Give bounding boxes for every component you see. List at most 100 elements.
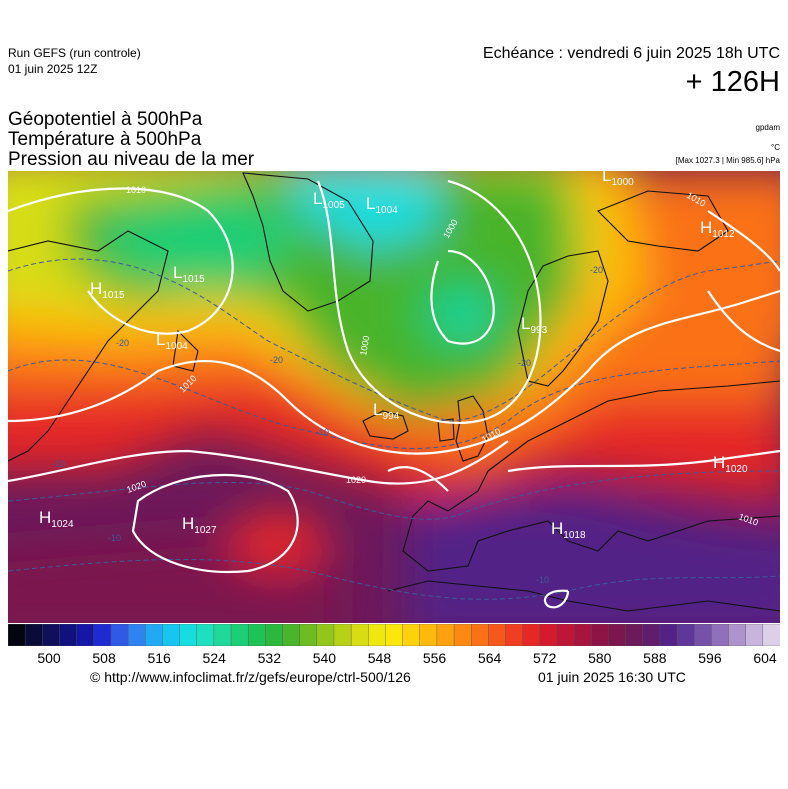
- isobar-label: 1020: [346, 475, 366, 485]
- color-scale-swatch: [556, 623, 575, 647]
- color-scale-tick-label: 500: [37, 650, 61, 666]
- color-scale-swatch: [282, 623, 301, 647]
- color-scale-swatch: [368, 623, 387, 647]
- color-scale-swatch: [213, 623, 232, 647]
- isotherm-label: -20: [116, 338, 129, 348]
- color-scale-swatch: [711, 623, 730, 647]
- pressure-center: H1018: [551, 519, 586, 541]
- color-scale-swatch: [608, 623, 627, 647]
- color-scale-swatch: [762, 623, 781, 647]
- pressure-center: H1024: [39, 508, 74, 530]
- isotherm-label: -20: [518, 358, 531, 368]
- color-scale-swatch: [471, 623, 489, 647]
- unit-temperature: °C: [771, 143, 780, 152]
- color-scale-swatch: [42, 623, 61, 647]
- color-scale-tick-label: 564: [477, 650, 502, 666]
- color-scale-swatch: [642, 623, 661, 647]
- pressure-center: L1004: [366, 194, 398, 216]
- color-scale-swatch: [694, 623, 712, 647]
- pressure-minmax: [Max 1027.3 | Min 985.6] hPa: [675, 156, 780, 165]
- color-scale-swatch: [625, 623, 644, 647]
- isotherm-label: -10: [536, 575, 549, 585]
- isotherm-label: -20: [590, 265, 603, 275]
- color-scale-tick-label: 516: [147, 650, 171, 666]
- color-scale-tick-label: 540: [312, 650, 337, 666]
- pressure-centers: H1015 L1005 L1004 L1000 H1012 L1015 L100…: [39, 171, 748, 541]
- color-scale-swatch: [385, 623, 404, 647]
- pressure-center: L1004: [156, 330, 188, 352]
- geopotential-field: [8, 171, 780, 623]
- pressure-center: H1012: [700, 218, 735, 240]
- color-scale-swatch: [402, 623, 421, 647]
- color-scale-swatch: [350, 623, 369, 647]
- pressure-center: L1000: [602, 171, 634, 188]
- color-scale-tick-label: 524: [202, 650, 226, 666]
- color-scale-tick-label: 508: [92, 650, 116, 666]
- run-date: 01 juin 2025 12Z: [8, 62, 98, 76]
- lead-time: + 126H: [685, 66, 780, 98]
- parameter-temperature: Température à 500hPa: [8, 129, 202, 150]
- color-scale-swatch: [93, 623, 112, 647]
- color-scale-swatch: [676, 623, 695, 647]
- pressure-center: H1015: [90, 279, 125, 301]
- color-scale-swatch: [539, 623, 558, 647]
- isotherm-label: -10: [108, 533, 121, 543]
- color-scale-swatch: [196, 623, 215, 647]
- color-scale-swatch: [247, 623, 266, 647]
- color-scale-swatch: [333, 623, 352, 647]
- pressure-center: L994: [373, 400, 400, 422]
- color-scale-swatch: [179, 623, 198, 647]
- color-scale-tick-label: 572: [533, 650, 557, 666]
- isotherm-label: -10: [316, 427, 329, 437]
- color-scale-swatch: [76, 623, 95, 647]
- color-scale-swatch: [659, 623, 678, 647]
- isotherm-labels: -20 -20 -20 -20 -10 -10 -10 -10: [52, 265, 603, 585]
- color-scale-swatch: [419, 623, 438, 647]
- color-scale-swatch: [265, 623, 284, 647]
- color-scale-swatch: [573, 623, 592, 647]
- color-scale-swatch: [591, 623, 610, 647]
- pressure-center: L1015: [173, 263, 205, 285]
- color-scale-tick-label: 532: [257, 650, 281, 666]
- color-scale-tick-label: 596: [698, 650, 722, 666]
- color-scale-swatch: [145, 623, 164, 647]
- color-scale-swatch: [488, 623, 507, 647]
- color-scale-swatch: [24, 623, 43, 647]
- color-scale-swatch: [7, 623, 26, 647]
- color-scale-swatch: [745, 623, 764, 647]
- weather-map: H1015 L1005 L1004 L1000 H1012 L1015 L100…: [8, 171, 780, 623]
- valid-time-label: Echéance : vendredi 6 juin 2025 18h UTC: [482, 45, 780, 62]
- color-scale-swatch: [59, 623, 78, 647]
- isotherm-label: -10: [52, 459, 65, 469]
- color-scale-tick-label: 604: [753, 650, 777, 666]
- run-label: Run GEFS (run controle): [8, 46, 141, 60]
- parameter-geopotential: Géopotentiel à 500hPa: [8, 109, 203, 130]
- color-scale-swatch: [436, 623, 455, 647]
- color-scale-bar: [7, 623, 781, 647]
- color-scale-swatch: [127, 623, 146, 647]
- color-scale-swatch: [505, 623, 524, 647]
- color-scale-swatch: [162, 623, 181, 647]
- color-scale-swatch: [230, 623, 249, 647]
- unit-geopotential: gpdam: [755, 123, 780, 132]
- color-scale-tick-label: 556: [422, 650, 447, 666]
- pressure-center: H1027: [182, 514, 217, 536]
- isobar-label: 1000: [358, 335, 371, 356]
- credit-timestamp: 01 juin 2025 16:30 UTC: [538, 669, 686, 685]
- isobars: [8, 179, 780, 609]
- isotherm-label: -20: [270, 355, 283, 365]
- color-scale-swatch: [453, 623, 472, 647]
- color-scale-swatch: [316, 623, 335, 647]
- color-scale-swatch: [522, 623, 541, 647]
- pressure-center: L1005: [313, 189, 345, 211]
- color-scale-tick-label: 588: [643, 650, 667, 666]
- color-scale-swatch: [110, 623, 129, 647]
- color-scale-swatch: [299, 623, 318, 647]
- credit-url: © http://www.infoclimat.fr/z/gefs/europe…: [90, 669, 411, 685]
- color-scale-tick-label: 548: [367, 650, 392, 666]
- color-scale-tick-label: 580: [588, 650, 612, 666]
- isotherms: [8, 258, 780, 600]
- color-scale-swatch: [728, 623, 747, 647]
- isobar-label: 1010: [126, 185, 146, 195]
- pressure-center: H1020: [713, 453, 748, 475]
